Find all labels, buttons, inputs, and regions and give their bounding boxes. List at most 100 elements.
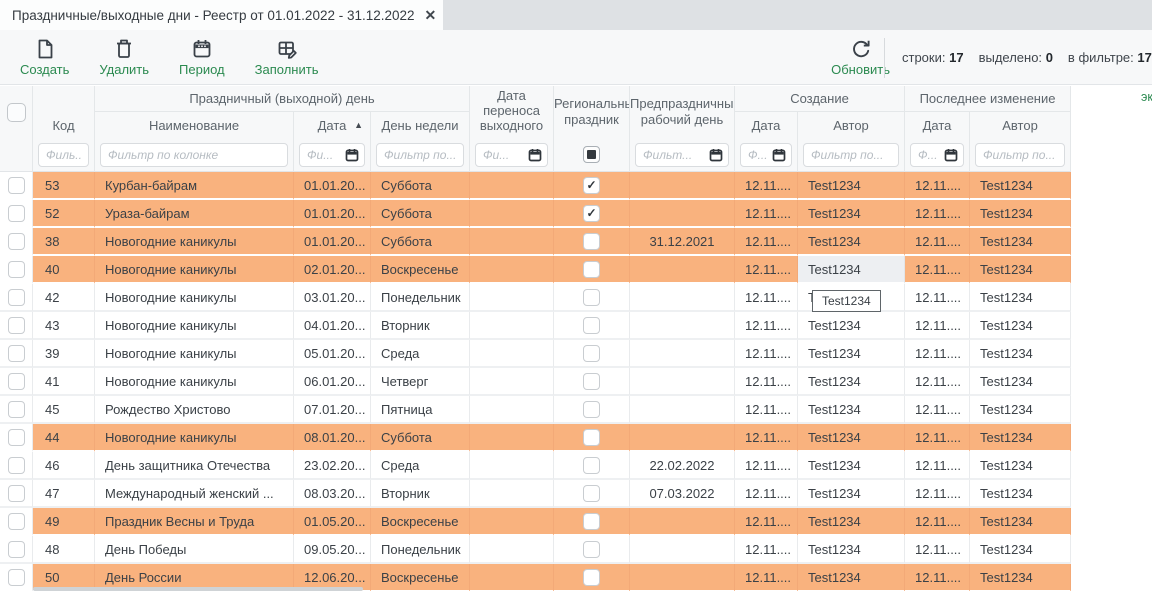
cell-change-author[interactable]: Test1234 bbox=[970, 564, 1072, 591]
cell-code[interactable]: 50 bbox=[33, 564, 95, 591]
cell-weekday[interactable]: Среда bbox=[371, 340, 470, 368]
cell-name[interactable]: Новогодние каникулы bbox=[95, 228, 294, 256]
column-header-name[interactable]: Наименование bbox=[95, 112, 294, 138]
filter-date-input[interactable] bbox=[307, 147, 345, 162]
table-row[interactable]: 38 Новогодние каникулы 01.01.20... Суббо… bbox=[0, 228, 1072, 256]
cell-create-date[interactable]: 12.11.... bbox=[735, 452, 798, 480]
horizontal-scrollbar-thumb[interactable] bbox=[33, 587, 363, 591]
cell-name[interactable]: Новогодние каникулы bbox=[95, 368, 294, 396]
cell-date[interactable]: 05.01.20... bbox=[294, 340, 371, 368]
registry-tab[interactable]: Праздничные/выходные дни - Реестр от 01.… bbox=[0, 0, 443, 30]
cell-change-author[interactable]: Test1234 bbox=[970, 396, 1072, 424]
cell-change-author[interactable]: Test1234 bbox=[970, 200, 1072, 228]
cell-date[interactable]: 01.01.20... bbox=[294, 228, 371, 256]
fill-button[interactable]: Заполнить bbox=[245, 34, 329, 81]
cell-weekday[interactable]: Суббота bbox=[371, 424, 470, 452]
regional-checkbox[interactable] bbox=[583, 372, 600, 390]
cell-create-date[interactable]: 12.11.... bbox=[735, 228, 798, 256]
regional-checkbox[interactable] bbox=[583, 316, 600, 334]
column-header-regional[interactable]: Региональный праздник bbox=[554, 86, 630, 138]
cell-change-author[interactable]: Test1234 bbox=[970, 172, 1072, 200]
table-row[interactable]: 47 Международный женский ... 08.03.20...… bbox=[0, 480, 1072, 508]
filter-preholiday-box[interactable] bbox=[635, 142, 729, 167]
cell-transfer[interactable] bbox=[470, 228, 554, 256]
regional-checkbox[interactable] bbox=[583, 512, 600, 530]
filter-name-input[interactable] bbox=[100, 142, 288, 167]
column-header-change-date[interactable]: Дата bbox=[905, 112, 971, 138]
cell-weekday[interactable]: Воскресенье bbox=[371, 256, 470, 284]
cell-code[interactable]: 43 bbox=[33, 312, 95, 340]
cell-name[interactable]: Новогодние каникулы bbox=[95, 340, 294, 368]
cell-change-date[interactable]: 12.11.... bbox=[905, 564, 971, 591]
cell-create-date[interactable]: 12.11.... bbox=[735, 312, 798, 340]
cell-create-author[interactable]: Test1234 bbox=[798, 228, 906, 256]
cell-create-date[interactable]: 12.11.... bbox=[735, 172, 798, 200]
cell-change-date[interactable]: 12.11.... bbox=[905, 452, 971, 480]
regional-checkbox[interactable] bbox=[583, 400, 600, 418]
cell-create-author[interactable]: Test1234 bbox=[798, 340, 906, 368]
cell-date[interactable]: 01.01.20... bbox=[294, 200, 371, 228]
cell-change-date[interactable]: 12.11.... bbox=[905, 256, 971, 284]
row-checkbox[interactable] bbox=[7, 456, 25, 474]
clipped-export-link[interactable]: эк bbox=[1141, 90, 1152, 104]
cell-create-author[interactable]: Test1234 bbox=[798, 480, 906, 508]
cell-create-author[interactable]: Test1234 bbox=[798, 396, 906, 424]
cell-transfer[interactable] bbox=[470, 284, 554, 312]
cell-change-date[interactable]: 12.11.... bbox=[905, 228, 971, 256]
cell-code[interactable]: 44 bbox=[33, 424, 95, 452]
cell-create-author[interactable]: Test1234 bbox=[798, 564, 906, 591]
cell-transfer[interactable] bbox=[470, 312, 554, 340]
cell-preholiday[interactable] bbox=[630, 536, 735, 564]
cell-transfer[interactable] bbox=[470, 564, 554, 591]
cell-change-author[interactable]: Test1234 bbox=[970, 368, 1072, 396]
cell-change-author[interactable]: Test1234 bbox=[970, 284, 1072, 312]
cell-name[interactable]: Новогодние каникулы bbox=[95, 424, 294, 452]
cell-change-date[interactable]: 12.11.... bbox=[905, 368, 971, 396]
cell-preholiday[interactable] bbox=[630, 368, 735, 396]
row-checkbox[interactable] bbox=[7, 372, 25, 390]
cell-create-date[interactable]: 12.11.... bbox=[735, 340, 798, 368]
cell-create-author[interactable]: Test1234 bbox=[798, 200, 906, 228]
regional-checkbox[interactable] bbox=[583, 260, 600, 278]
cell-preholiday[interactable]: 07.03.2022 bbox=[630, 480, 735, 508]
filter-regional-checkbox[interactable] bbox=[583, 146, 600, 163]
filter-transfer-box[interactable] bbox=[475, 142, 548, 167]
table-row[interactable]: 39 Новогодние каникулы 05.01.20... Среда… bbox=[0, 340, 1072, 368]
table-row[interactable]: 50 День России 12.06.20... Воскресенье 1… bbox=[0, 564, 1072, 591]
cell-create-date[interactable]: 12.11.... bbox=[735, 480, 798, 508]
cell-create-author[interactable]: Test1234 bbox=[798, 424, 906, 452]
row-checkbox[interactable] bbox=[7, 400, 25, 418]
cell-change-date[interactable]: 12.11.... bbox=[905, 284, 971, 312]
table-row[interactable]: 52 Ураза-байрам 01.01.20... Суббота ✓ 12… bbox=[0, 200, 1072, 228]
cell-change-date[interactable]: 12.11.... bbox=[905, 424, 971, 452]
cell-preholiday[interactable] bbox=[630, 396, 735, 424]
cell-code[interactable]: 49 bbox=[33, 508, 95, 536]
cell-code[interactable]: 48 bbox=[33, 536, 95, 564]
column-header-weekday[interactable]: День недели bbox=[371, 112, 470, 138]
cell-change-author[interactable]: Test1234 bbox=[970, 424, 1072, 452]
create-button[interactable]: Создать bbox=[10, 34, 79, 81]
cell-preholiday[interactable] bbox=[630, 508, 735, 536]
cell-create-author[interactable]: Test1234 bbox=[798, 368, 906, 396]
cell-weekday[interactable]: Вторник bbox=[371, 480, 470, 508]
cell-name[interactable]: Ураза-байрам bbox=[95, 200, 294, 228]
table-row[interactable]: 53 Курбан-байрам 01.01.20... Суббота ✓ 1… bbox=[0, 172, 1072, 200]
filter-change-date-input[interactable] bbox=[918, 147, 945, 162]
cell-create-date[interactable]: 12.11.... bbox=[735, 424, 798, 452]
column-header-date[interactable]: Дата ▲ bbox=[294, 112, 371, 138]
cell-code[interactable]: 46 bbox=[33, 452, 95, 480]
close-icon[interactable]: ✕ bbox=[424, 6, 437, 23]
cell-name[interactable]: Рождество Христово bbox=[95, 396, 294, 424]
cell-change-author[interactable]: Test1234 bbox=[970, 480, 1072, 508]
cell-code[interactable]: 52 bbox=[33, 200, 95, 228]
row-checkbox[interactable] bbox=[7, 288, 25, 306]
cell-name[interactable]: Курбан-байрам bbox=[95, 172, 294, 200]
regional-checkbox[interactable] bbox=[583, 288, 600, 306]
regional-checkbox[interactable] bbox=[583, 344, 600, 362]
cell-code[interactable]: 38 bbox=[33, 228, 95, 256]
period-button[interactable]: Период bbox=[169, 34, 235, 81]
row-checkbox[interactable] bbox=[7, 176, 25, 194]
regional-checkbox[interactable] bbox=[583, 568, 600, 586]
cell-code[interactable]: 42 bbox=[33, 284, 95, 312]
cell-code[interactable]: 39 bbox=[33, 340, 95, 368]
